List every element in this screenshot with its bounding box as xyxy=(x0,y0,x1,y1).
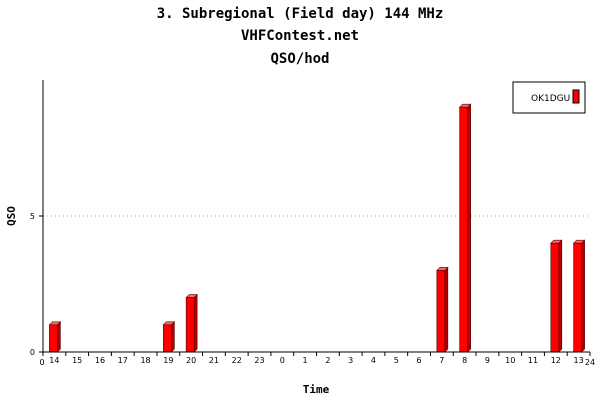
x-tick-label: 12 xyxy=(551,356,561,365)
bar-side xyxy=(193,293,198,353)
bar-front xyxy=(163,324,172,353)
bar-side xyxy=(581,239,585,353)
y-tick-label: 0 xyxy=(30,348,35,357)
x-axis-start-label: 0 xyxy=(39,358,44,367)
bar-side xyxy=(444,266,449,353)
bar-front xyxy=(573,242,582,353)
y-axis-title: QSO xyxy=(5,206,18,226)
bar-8 xyxy=(458,103,472,353)
x-tick-label: 2 xyxy=(325,356,330,365)
legend-swatch xyxy=(572,89,580,104)
bar-14 xyxy=(48,321,62,353)
x-tick-label: 15 xyxy=(72,356,82,365)
x-tick-label: 20 xyxy=(186,356,196,365)
x-tick-label: 11 xyxy=(528,356,538,365)
bar-7 xyxy=(436,266,449,353)
x-tick-label: 18 xyxy=(140,356,150,365)
x-tick-label: 6 xyxy=(417,356,422,365)
x-tick-label: 0 xyxy=(280,356,285,365)
bar-side xyxy=(558,239,563,353)
x-tick-label: 5 xyxy=(394,356,399,365)
x-tick-label: 17 xyxy=(118,356,128,365)
chart-title-line-1: 3. Subregional (Field day) 144 MHz xyxy=(157,6,444,22)
x-tick-label: 8 xyxy=(462,356,467,365)
x-tick-label: 14 xyxy=(49,356,59,365)
bar-20 xyxy=(185,293,198,353)
bar-side xyxy=(467,103,471,353)
x-tick-label: 9 xyxy=(485,356,490,365)
chart-title-line-3: QSO/hod xyxy=(270,51,329,67)
x-tick-label: 19 xyxy=(163,356,173,365)
bar-13 xyxy=(572,239,586,353)
y-tick-label: 5 xyxy=(30,212,35,221)
x-tick-label: 16 xyxy=(95,356,105,365)
x-axis-end-label: 24 xyxy=(585,358,595,367)
bar-front xyxy=(49,324,58,353)
x-tick-label: 10 xyxy=(505,356,515,365)
bar-side xyxy=(171,321,175,353)
bars xyxy=(48,103,586,353)
x-axis-title: Time xyxy=(303,383,330,396)
legend: OK1DGU xyxy=(512,81,586,114)
chart-title-line-2: VHFContest.net xyxy=(241,28,359,44)
bar-front xyxy=(550,242,560,353)
bar-front xyxy=(436,270,446,353)
bar-front xyxy=(459,106,468,353)
x-tick-label: 4 xyxy=(371,356,376,365)
x-tick-label: 3 xyxy=(348,356,353,365)
x-tick-label: 21 xyxy=(209,356,219,365)
legend-label: OK1DGU xyxy=(531,94,570,104)
bar-front xyxy=(185,297,195,353)
x-tick-label: 22 xyxy=(232,356,242,365)
bar-side xyxy=(57,321,61,353)
x-tick-label: 13 xyxy=(574,356,584,365)
x-tick-label: 1 xyxy=(303,356,308,365)
x-tick-label: 7 xyxy=(439,356,444,365)
x-tick-label: 23 xyxy=(254,356,264,365)
bar-12 xyxy=(550,239,563,353)
bar-19 xyxy=(162,321,176,353)
